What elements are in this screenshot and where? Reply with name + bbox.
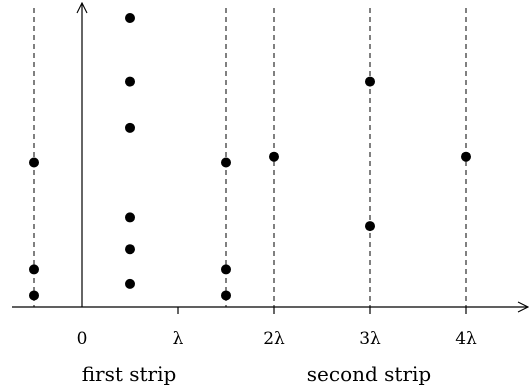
point	[125, 212, 135, 223]
point	[125, 278, 135, 289]
point	[125, 76, 135, 87]
point	[365, 221, 375, 232]
point	[221, 290, 231, 301]
points	[29, 13, 471, 301]
point	[365, 76, 375, 87]
second-strip-label: second strip	[307, 362, 431, 386]
point	[269, 151, 279, 162]
point	[29, 157, 39, 168]
x-tick-label: 3λ	[359, 329, 381, 349]
strip-boundaries	[33, 8, 467, 307]
point	[221, 157, 231, 168]
x-tick-label: 2λ	[263, 329, 285, 349]
point	[29, 290, 39, 301]
point	[125, 13, 135, 23]
point	[125, 244, 135, 255]
x-tick-label: 4λ	[455, 329, 477, 349]
x-tick-label: λ	[173, 329, 184, 349]
point	[221, 264, 231, 275]
point	[125, 122, 135, 133]
x-ticks: 0 λ 2λ 3λ 4λ	[77, 307, 477, 349]
point	[29, 264, 39, 275]
first-strip-label: first strip	[82, 362, 177, 386]
x-tick-label: 0	[77, 329, 88, 349]
point	[461, 151, 471, 162]
